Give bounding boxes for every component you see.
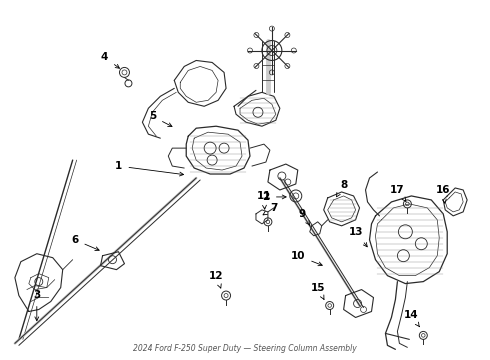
Text: 7: 7 <box>263 203 277 215</box>
Text: 5: 5 <box>149 111 172 126</box>
Text: 12: 12 <box>209 271 223 288</box>
Text: 8: 8 <box>337 180 347 197</box>
Text: 17: 17 <box>390 185 406 201</box>
Text: 15: 15 <box>311 283 325 300</box>
Text: 11: 11 <box>257 191 271 209</box>
Text: 4: 4 <box>101 53 120 68</box>
Text: 16: 16 <box>436 185 450 203</box>
Text: 3: 3 <box>33 289 41 321</box>
Text: 2024 Ford F-250 Super Duty — Steering Column Assembly: 2024 Ford F-250 Super Duty — Steering Co… <box>133 344 357 353</box>
Text: 14: 14 <box>404 310 419 327</box>
Text: 6: 6 <box>71 235 99 251</box>
Text: 10: 10 <box>291 251 322 266</box>
Text: 1: 1 <box>115 161 184 176</box>
Text: 13: 13 <box>348 227 367 247</box>
Text: 9: 9 <box>298 209 310 225</box>
Text: 2: 2 <box>262 192 286 202</box>
